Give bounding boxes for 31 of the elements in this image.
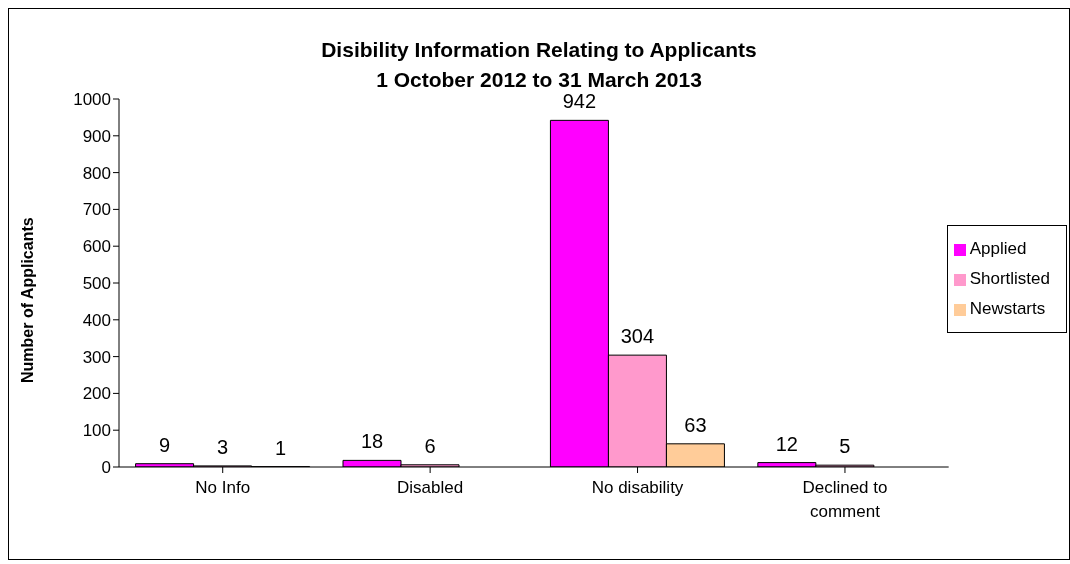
data-label: 5 xyxy=(839,435,851,458)
y-tick-label: 200 xyxy=(82,384,111,404)
data-label: 942 xyxy=(562,90,597,113)
y-tick-label: 0 xyxy=(101,458,111,478)
data-label: 1 xyxy=(275,436,287,459)
data-label: 9 xyxy=(159,433,171,456)
data-label: 304 xyxy=(620,325,655,348)
y-tick-label: 500 xyxy=(82,274,111,294)
legend-label: Applied xyxy=(969,239,1027,258)
chart-title: Disibility Information Relating to Applicants xyxy=(320,37,758,63)
chart-subtitle: 1 October 2012 to 31 March 2013 xyxy=(376,68,702,91)
y-tick-label: 800 xyxy=(82,163,111,183)
data-label: 18 xyxy=(360,430,384,453)
x-tick-label: Declined to comment xyxy=(802,478,888,521)
y-tick-label: 900 xyxy=(82,126,111,146)
legend-label: Newstarts xyxy=(969,299,1046,318)
y-tick-label: 1000 xyxy=(73,90,111,110)
y-tick-label: 600 xyxy=(82,237,111,257)
legend-label: Shortlisted xyxy=(969,269,1050,288)
x-tick-label: No Info xyxy=(195,478,251,497)
y-tick-label: 700 xyxy=(82,200,111,220)
y-tick-label: 100 xyxy=(82,421,111,441)
data-label: 63 xyxy=(684,413,707,436)
y-tick-label: 300 xyxy=(82,347,111,367)
x-tick-label: Disabled xyxy=(397,478,464,497)
x-tick-label: No disability xyxy=(591,478,684,497)
y-axis-title: Number of Applicants xyxy=(18,217,36,383)
data-label: 6 xyxy=(424,434,436,457)
y-tick-label: 400 xyxy=(82,310,111,330)
data-label: 12 xyxy=(775,432,798,455)
data-label: 3 xyxy=(217,435,229,458)
